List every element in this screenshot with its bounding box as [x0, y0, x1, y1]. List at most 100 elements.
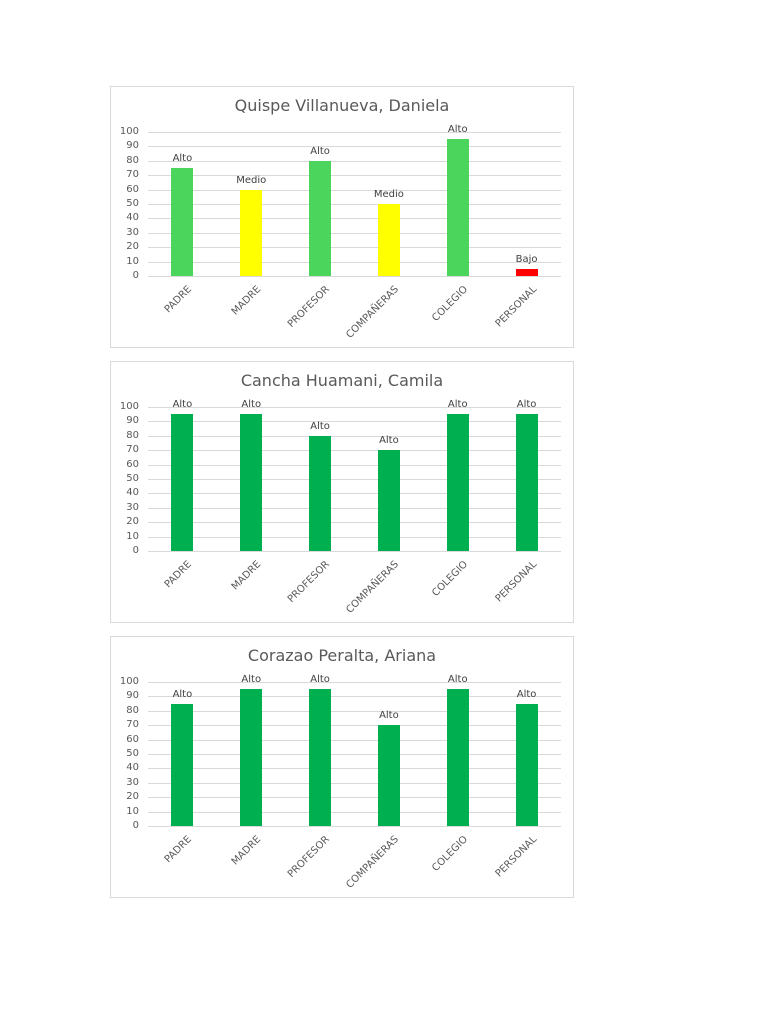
- data-label: Alto: [241, 674, 262, 686]
- chart-title: Quispe Villanueva, Daniela: [234, 96, 450, 115]
- y-tick-label: 90: [126, 140, 139, 152]
- y-tick-label: 10: [126, 255, 139, 267]
- data-label: Bajo: [515, 253, 538, 265]
- x-tick-label: COLEGIO: [430, 834, 470, 874]
- bar-padre: [171, 703, 194, 826]
- gridline: [148, 479, 561, 480]
- gridline: [148, 421, 561, 423]
- y-tick-label: 80: [126, 154, 139, 166]
- gridline: [148, 435, 561, 437]
- gridline: [148, 551, 561, 552]
- gridline: [148, 160, 561, 162]
- chart-card-cancha: Cancha Huamani, Camila 0 10 20 30 40 50 60 70 80…: [110, 361, 574, 623]
- y-tick-label: 70: [126, 169, 139, 181]
- y-tick-label: 0: [132, 270, 139, 281]
- chart-card-corazao: Corazao Peralta, Ariana 0 10 20 30 40 50 60 70 8…: [110, 636, 574, 898]
- gridline: [148, 146, 561, 148]
- y-tick-label: 20: [126, 791, 139, 803]
- y-tick-label: 0: [132, 545, 139, 556]
- data-label: Alto: [379, 710, 399, 722]
- bar-madre: [240, 689, 263, 826]
- bar-personal: [515, 703, 538, 826]
- data-label: Alto: [516, 688, 537, 700]
- gridline: [148, 175, 561, 177]
- y-tick-label: 50: [126, 198, 139, 209]
- x-tick-label: PERSONAL: [493, 559, 539, 605]
- y-tick-label: 100: [119, 126, 139, 137]
- gridline: [148, 218, 561, 220]
- bar-colegio: [446, 689, 469, 826]
- gridline: [148, 725, 561, 727]
- gridline: [148, 739, 561, 741]
- bar-personal: [515, 414, 538, 551]
- gridline: [148, 450, 561, 452]
- bar-madre: [240, 414, 263, 551]
- gridline: [148, 493, 561, 495]
- x-tick-label: COMPAÑERAS: [344, 559, 401, 616]
- y-tick-label: 30: [126, 776, 139, 788]
- gridline: [148, 189, 561, 191]
- data-label: Alto: [310, 674, 330, 686]
- x-tick-label: MADRE: [229, 559, 264, 593]
- x-tick-label: PROFESOR: [285, 284, 332, 331]
- gridline: [148, 132, 561, 133]
- x-tick-label: PERSONAL: [493, 834, 539, 880]
- chart-card-quispe: Quispe Villanueva, Daniela 0 10 20 30 40 50 60…: [110, 86, 574, 348]
- y-tick-label: 90: [126, 415, 139, 427]
- gridline: [148, 507, 561, 509]
- y-tick-label: 100: [119, 401, 139, 412]
- data-label: Alto: [516, 399, 537, 411]
- x-tick-label: COLEGIO: [430, 559, 470, 599]
- y-tick-label: 30: [126, 501, 139, 513]
- bar-padre: [171, 414, 194, 551]
- bar-compañeras: [377, 450, 400, 551]
- bar-compañeras: [377, 204, 400, 276]
- gridline: [148, 811, 561, 813]
- gridline: [148, 407, 561, 408]
- data-label: Alto: [310, 145, 330, 157]
- y-tick-label: 20: [126, 241, 139, 253]
- gridline: [148, 768, 561, 770]
- gridline: [148, 826, 561, 827]
- x-tick-label: COMPAÑERAS: [344, 834, 401, 891]
- gridline: [148, 754, 561, 755]
- gridline: [148, 797, 561, 799]
- gridline: [148, 536, 561, 538]
- y-tick-label: 30: [126, 226, 139, 238]
- data-label: Alto: [447, 674, 468, 686]
- data-label: Alto: [172, 399, 193, 411]
- y-tick-label: 60: [126, 458, 139, 470]
- gridline: [148, 522, 561, 524]
- x-tick-label: PROFESOR: [285, 834, 332, 881]
- bar-plot: 0 10 20 30 40 50 60 70 80 90 100 Alto PADRE Alto MADRE…: [111, 362, 575, 624]
- x-tick-label: PROFESOR: [285, 559, 332, 606]
- data-label: Alto: [447, 124, 468, 136]
- y-tick-label: 10: [126, 805, 139, 817]
- x-tick-label: COMPAÑERAS: [344, 284, 401, 341]
- data-label: Alto: [172, 153, 193, 164]
- x-tick-label: COLEGIO: [430, 284, 470, 324]
- bar-compañeras: [377, 725, 400, 826]
- gridline: [148, 261, 561, 263]
- y-tick-label: 40: [126, 762, 139, 774]
- x-tick-label: PADRE: [163, 284, 195, 316]
- data-label: Alto: [241, 399, 262, 411]
- chart-title: Cancha Huamani, Camila: [240, 371, 444, 390]
- gridline: [148, 276, 561, 277]
- y-tick-label: 80: [126, 429, 139, 441]
- y-tick-label: 70: [126, 444, 139, 456]
- bar-madre: [240, 189, 263, 276]
- y-tick-label: 0: [132, 820, 139, 831]
- gridline: [148, 682, 561, 683]
- bar-profesor: [309, 435, 332, 551]
- gridline: [148, 232, 561, 234]
- data-label: Medio: [236, 174, 267, 186]
- data-label: Alto: [172, 688, 193, 700]
- bar-colegio: [446, 139, 469, 276]
- x-tick-label: PERSONAL: [493, 284, 539, 330]
- bar-plot: 0 10 20 30 40 50 60 70 80 90 100 Alto PADRE Medio MADR…: [111, 87, 575, 349]
- data-label: Medio: [373, 189, 404, 200]
- y-tick-label: 90: [126, 690, 139, 702]
- y-tick-label: 40: [126, 487, 139, 499]
- data-label: Alto: [447, 399, 468, 411]
